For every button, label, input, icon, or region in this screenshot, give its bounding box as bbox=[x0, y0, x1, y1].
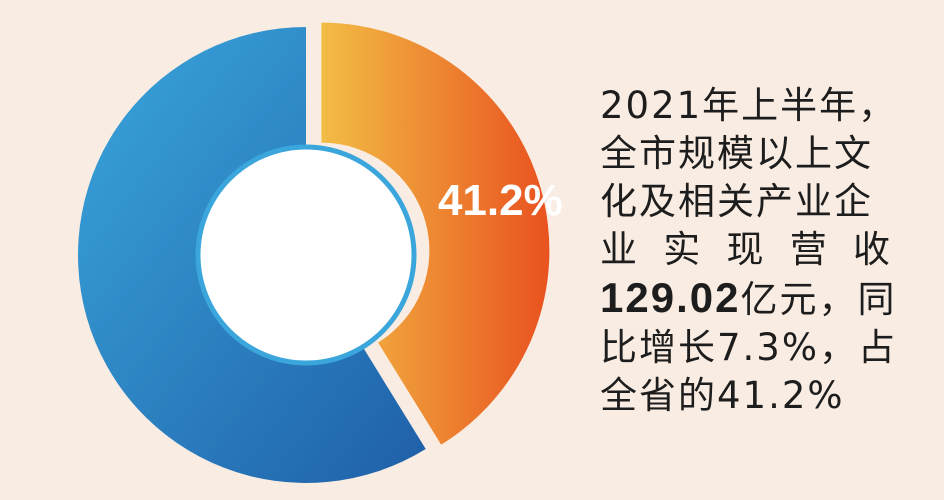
annotation-line: 129.02亿元，同 bbox=[600, 274, 896, 321]
annotation-line: 2021年上半年， bbox=[600, 84, 897, 127]
annotation-line: 化及相关产业企 bbox=[600, 180, 873, 223]
annotation-line: 比增长7.3%，占 bbox=[600, 326, 897, 369]
annotation-line: 全市规模以上文 bbox=[600, 132, 873, 175]
donut: 41.2% bbox=[78, 22, 563, 484]
donut-hole bbox=[195, 144, 417, 366]
text: 化及相关产业企 bbox=[600, 180, 873, 223]
text: 业 实 现 营 收 bbox=[600, 228, 892, 271]
text: 全省的41.2% bbox=[600, 374, 845, 417]
text: 比增长7.3%，占 bbox=[600, 326, 897, 369]
value-label: 41.2% bbox=[438, 176, 563, 225]
highlight-number: 129.02 bbox=[600, 274, 740, 321]
donut-segment bbox=[321, 22, 550, 445]
text: 全市规模以上文 bbox=[600, 132, 873, 175]
annotation-line: 全省的41.2% bbox=[600, 374, 845, 417]
donut-segment bbox=[78, 27, 426, 484]
annotation: 2021年上半年， 全市规模以上文 化及相关产业企 业 实 现 营 收 129.… bbox=[600, 84, 897, 417]
text: 2021年上半年， bbox=[600, 84, 897, 127]
annotation-line: 业 实 现 营 收 bbox=[600, 228, 892, 271]
text: 亿元，同 bbox=[740, 278, 896, 321]
